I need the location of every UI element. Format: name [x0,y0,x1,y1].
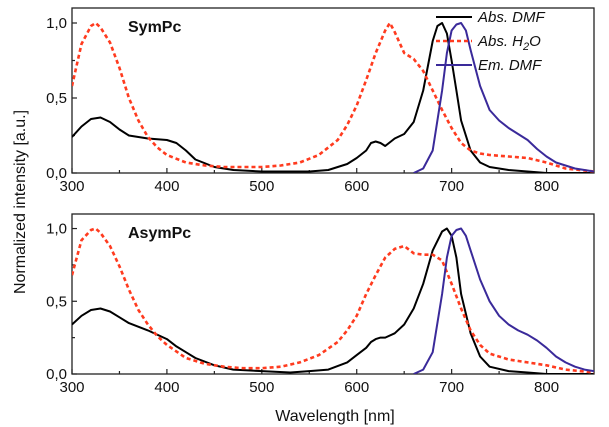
panel-title: SymPc [128,19,181,36]
plot-frame [71,213,595,375]
y-axis-title: Normalized intensity [a.u.] [12,110,29,294]
legend-label: Abs. H2O [477,33,541,53]
x-tick-label: 300 [59,379,84,396]
legend-label: Abs. DMF [477,9,546,26]
legend-entry: Abs. H2O [436,33,541,53]
legend-entry: Abs. DMF [436,9,546,26]
y-tick-label: 1,0 [46,15,67,32]
panel-title: AsymPc [128,225,191,242]
x-tick-label: 300 [59,178,84,195]
x-tick-label: 400 [154,379,179,396]
x-tick-label: 500 [249,379,274,396]
x-tick-label: 800 [534,178,559,195]
x-tick-label: 500 [249,178,274,195]
legend-entry: Em. DMF [436,57,542,74]
x-tick-label: 800 [534,379,559,396]
series-line-em-dmf [413,227,594,374]
chart-panels: 300 400 500 600 700 800 0,0 0,5 1,0 SymPc 300 400 50… [46,7,595,396]
y-tick-label: 0,5 [46,293,67,310]
series-line-abs-h2o [72,227,594,374]
legend-label: Em. DMF [478,57,542,74]
x-tick-label: 600 [344,178,369,195]
y-tick-label: 0,5 [46,90,67,107]
panel-asympc: 300 400 500 600 700 800 0,0 0,5 1,0 AsymPc [46,213,595,396]
legend: Abs. DMF Abs. H2O Em. DMF [436,9,546,74]
y-tick-label: 1,0 [46,221,67,238]
y-tick-label: 0,0 [46,366,67,383]
x-tick-label: 600 [344,379,369,396]
plot-frame [71,7,595,174]
x-tick-label: 700 [439,379,464,396]
x-tick-label: 700 [439,178,464,195]
x-axis-title: Wavelength [nm] [275,408,394,425]
series-line-abs-dmf [72,227,594,374]
y-tick-label: 0,0 [46,165,67,182]
x-tick-label: 400 [154,178,179,195]
